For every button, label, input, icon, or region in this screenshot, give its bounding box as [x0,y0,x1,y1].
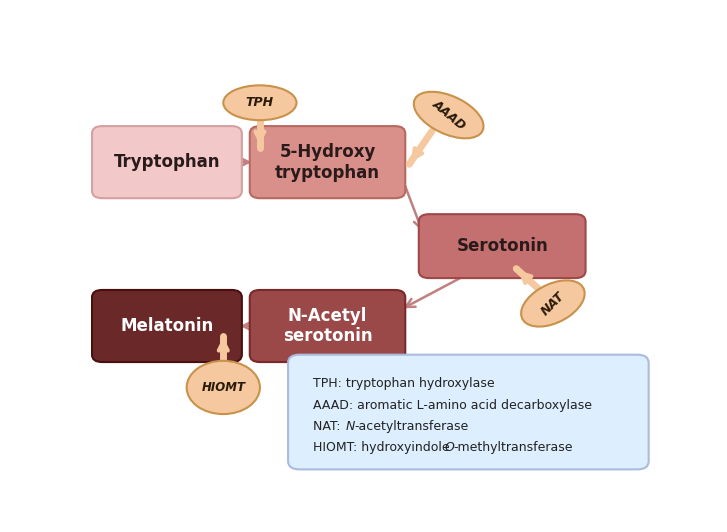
Text: N: N [345,420,355,433]
Text: AAAD: aromatic L-amino acid decarboxylase: AAAD: aromatic L-amino acid decarboxylas… [313,398,593,412]
Ellipse shape [521,280,585,327]
Text: Serotonin: Serotonin [457,237,548,255]
Text: AAAD: AAAD [430,97,468,132]
FancyBboxPatch shape [288,355,648,469]
Text: HIOMT: hydroxyindole: HIOMT: hydroxyindole [313,441,454,454]
Text: -methyltransferase: -methyltransferase [453,441,573,454]
Circle shape [187,361,260,414]
FancyBboxPatch shape [419,214,585,278]
Text: TPH: tryptophan hydroxylase: TPH: tryptophan hydroxylase [313,377,495,390]
FancyBboxPatch shape [92,290,242,362]
Ellipse shape [223,85,297,120]
Text: N-Acetyl
serotonin: N-Acetyl serotonin [283,306,372,345]
Text: TPH: TPH [246,96,274,109]
FancyBboxPatch shape [92,126,242,198]
Text: Melatonin: Melatonin [120,317,214,335]
Text: NAT: NAT [539,289,567,318]
Text: HIOMT: HIOMT [201,381,245,394]
Text: -acetyltransferase: -acetyltransferase [354,420,468,433]
Text: O: O [444,441,454,454]
Text: NAT:: NAT: [313,420,345,433]
Text: Tryptophan: Tryptophan [113,153,220,171]
FancyBboxPatch shape [250,290,405,362]
Text: 5-Hydroxy
tryptophan: 5-Hydroxy tryptophan [275,143,380,181]
FancyBboxPatch shape [250,126,405,198]
Ellipse shape [414,92,483,138]
